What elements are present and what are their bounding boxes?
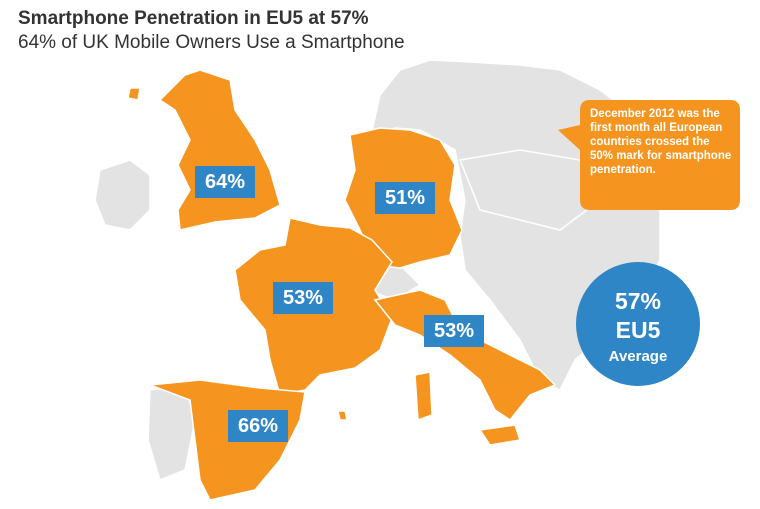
average-caption: Average (608, 348, 668, 365)
country-label: 53% (424, 315, 484, 347)
callout-text: December 2012 was the first month all Eu… (590, 108, 732, 176)
subtitle: 64% of UK Mobile Owners Use a Smartphone (18, 32, 405, 53)
country-label: 51% (375, 182, 435, 214)
callout-box (558, 100, 740, 210)
country-label: 53% (273, 282, 333, 314)
country-label: 64% (195, 166, 255, 198)
average-badge: 57% EU5 Average (576, 262, 700, 386)
country-label: 66% (228, 410, 288, 442)
title: Smartphone Penetration in EU5 at 57% (18, 8, 369, 29)
average-value: 57% (614, 288, 662, 314)
average-region: EU5 (615, 317, 661, 343)
